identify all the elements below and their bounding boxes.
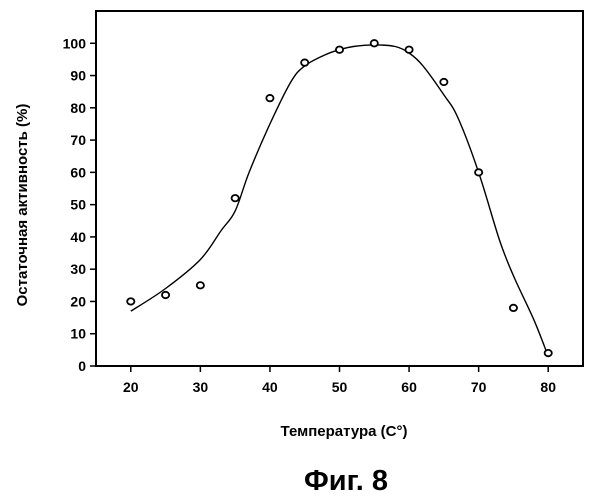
y-axis: 0 10 20 30 40 50 60 70 80 90 100 — [63, 35, 96, 374]
data-point — [510, 305, 517, 311]
y-tick-label: 0 — [78, 358, 86, 374]
x-tick-label: 40 — [262, 379, 278, 395]
plot-frame — [96, 11, 583, 366]
y-tick-label: 20 — [70, 293, 86, 309]
x-tick-label: 50 — [332, 379, 348, 395]
y-tick-label: 80 — [70, 100, 86, 116]
data-point — [405, 47, 412, 53]
axes-frame — [96, 11, 583, 366]
data-point — [197, 282, 204, 288]
y-tick-label: 40 — [70, 229, 86, 245]
data-point — [301, 59, 308, 65]
data-series — [127, 40, 552, 356]
fit-curve — [131, 45, 548, 356]
x-tick-label: 60 — [401, 379, 417, 395]
y-tick-label: 100 — [63, 35, 87, 51]
data-point — [336, 47, 343, 53]
x-tick-label: 70 — [471, 379, 487, 395]
data-point — [162, 292, 169, 298]
x-axis-label: Температура (С°) — [281, 423, 408, 440]
data-point — [232, 195, 239, 201]
data-point — [266, 95, 273, 101]
y-axis-label: Остаточная активность (%) — [14, 104, 31, 307]
data-point — [127, 298, 134, 304]
data-point — [475, 169, 482, 175]
x-tick-label: 20 — [123, 379, 139, 395]
x-axis: 20 30 40 50 60 70 80 — [123, 366, 556, 395]
x-tick-label: 80 — [540, 379, 556, 395]
y-tick-label: 90 — [70, 68, 86, 84]
data-point — [371, 40, 378, 46]
y-tick-label: 70 — [70, 132, 86, 148]
data-point — [545, 350, 552, 356]
y-tick-label: 50 — [70, 197, 86, 213]
y-tick-label: 60 — [70, 164, 86, 180]
x-tick-label: 30 — [193, 379, 209, 395]
y-tick-label: 10 — [70, 326, 86, 342]
y-tick-label: 30 — [70, 261, 86, 277]
figure-caption: Фиг. 8 — [304, 465, 388, 497]
data-point — [440, 79, 447, 85]
